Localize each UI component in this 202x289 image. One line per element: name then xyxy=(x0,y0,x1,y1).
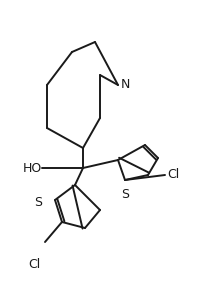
Text: S: S xyxy=(121,188,129,201)
Text: HO: HO xyxy=(23,162,42,175)
Text: Cl: Cl xyxy=(28,258,40,271)
Text: S: S xyxy=(34,195,42,208)
Text: N: N xyxy=(121,79,130,92)
Text: Cl: Cl xyxy=(167,168,179,181)
